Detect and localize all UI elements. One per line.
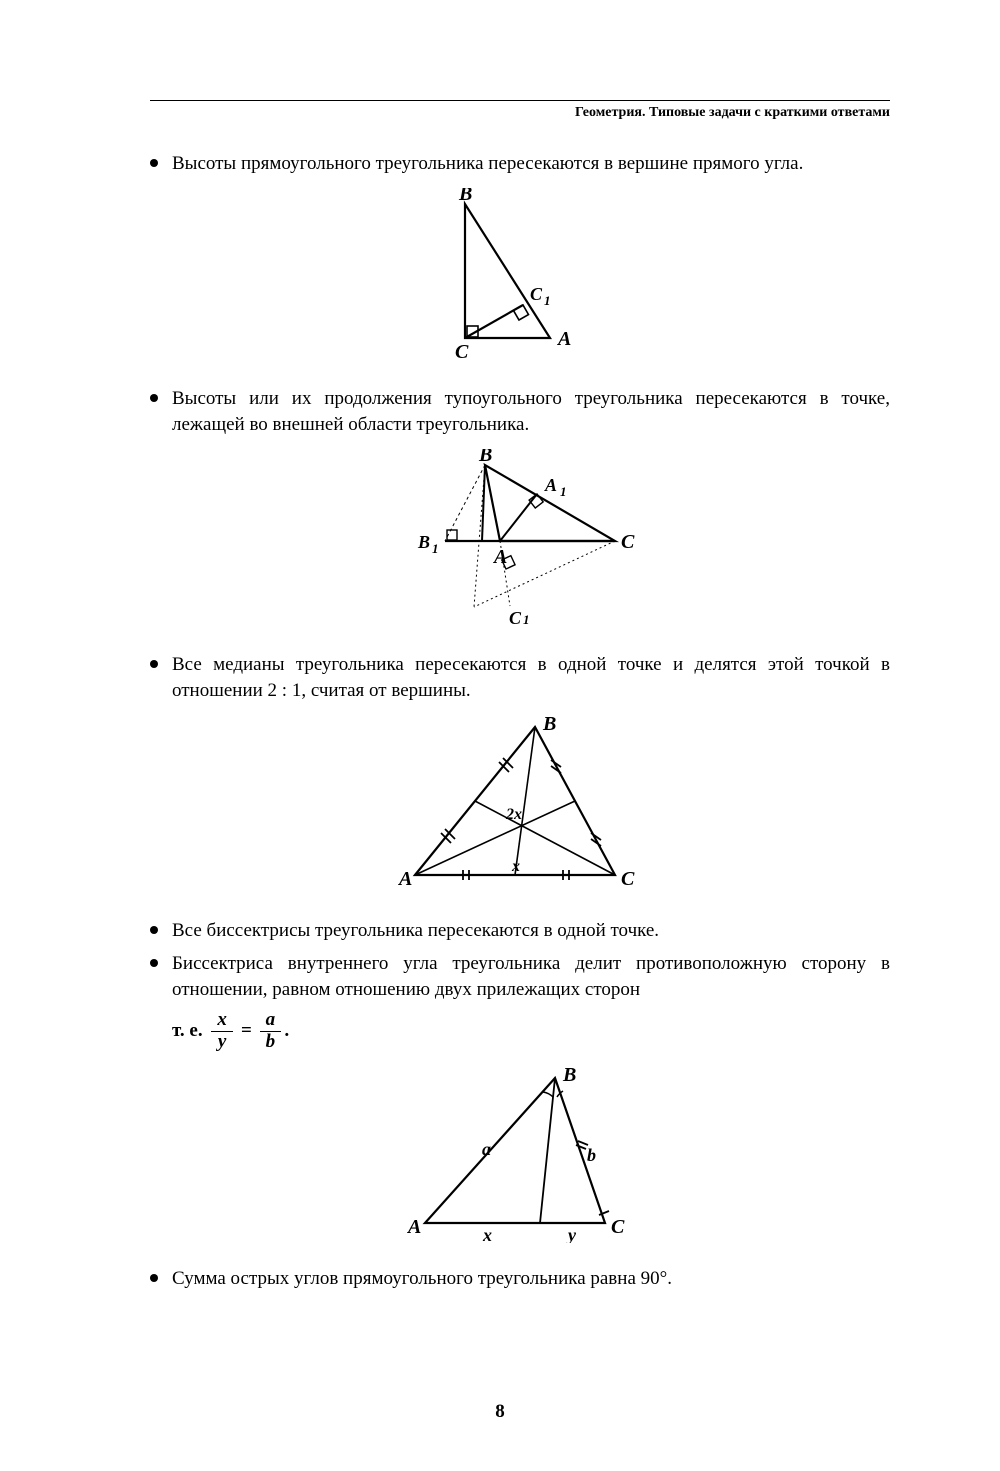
svg-text:C: C [621, 531, 635, 553]
svg-text:B: B [542, 715, 556, 735]
frac-num: x [211, 1010, 233, 1032]
diagram-4: A B C a b x y [150, 1063, 890, 1248]
ratio-formula: xy = ab . [207, 1010, 290, 1053]
formula-prefix: т. е. [172, 1020, 203, 1041]
frac-den: b [260, 1032, 282, 1053]
frac-num: a [260, 1010, 282, 1032]
bullet-6: Сумма острых углов прямоугольного треуго… [150, 1266, 890, 1293]
svg-text:A: A [406, 1216, 421, 1238]
bullet-marker [150, 959, 158, 967]
svg-text:2x: 2x [505, 806, 522, 823]
bullet-text: Сумма острых углов прямоугольного треуго… [172, 1266, 890, 1293]
page-number: 8 [0, 1401, 1000, 1423]
bullet-text: Биссектриса внутреннего угла треугольник… [172, 951, 890, 1004]
diagram-1: B C A C1 [150, 188, 890, 368]
bullet-marker [150, 660, 158, 668]
svg-text:B: B [417, 532, 430, 552]
page-container: Геометрия. Типовые задачи с краткими отв… [0, 0, 1000, 1471]
bullet-marker [150, 926, 158, 934]
svg-text:a: a [482, 1139, 491, 1159]
svg-text:x: x [511, 858, 520, 875]
svg-text:C: C [621, 868, 635, 890]
bullet-4: Все биссектрисы треугольника пересекаютс… [150, 918, 890, 945]
diagram-3: A B C 2x x [150, 715, 890, 900]
bullet-2: Высоты или их продолжения тупоугольного … [150, 386, 890, 439]
bullet-text: Высоты или их продолжения тупоугольного … [172, 386, 890, 439]
svg-text:1: 1 [560, 484, 567, 499]
bullet-marker [150, 159, 158, 167]
bullet-marker [150, 1274, 158, 1282]
svg-text:C: C [530, 284, 543, 304]
bullet-1: Высоты прямоугольного треугольника перес… [150, 151, 890, 178]
svg-text:x: x [482, 1225, 492, 1243]
svg-text:1: 1 [432, 541, 439, 556]
svg-text:y: y [566, 1225, 577, 1243]
diagram-2: B A1 B1 C A C1 [150, 449, 890, 634]
bullet-text: Высоты прямоугольного треугольника перес… [172, 151, 890, 178]
header-rule [150, 100, 890, 101]
bullet-marker [150, 394, 158, 402]
svg-text:A: A [556, 328, 571, 350]
svg-text:A: A [492, 546, 507, 568]
svg-text:A: A [397, 868, 412, 890]
svg-text:1: 1 [544, 293, 551, 308]
svg-text:C: C [611, 1216, 625, 1238]
bullet-text: Все медианы треугольника пересекаются в … [172, 652, 890, 705]
svg-text:A: A [544, 475, 557, 495]
running-header: Геометрия. Типовые задачи с краткими отв… [150, 105, 890, 121]
formula-line: т. е. xy = ab . [172, 1010, 890, 1053]
svg-text:b: b [587, 1145, 596, 1165]
svg-text:1: 1 [523, 612, 530, 627]
svg-text:B: B [562, 1064, 576, 1086]
svg-text:B: B [478, 449, 492, 466]
svg-text:B: B [458, 188, 472, 205]
bullet-text: Все биссектрисы треугольника пересекаютс… [172, 918, 890, 945]
bullet-3: Все медианы треугольника пересекаются в … [150, 652, 890, 705]
svg-text:C: C [509, 608, 522, 628]
frac-den: y [212, 1032, 232, 1053]
svg-text:C: C [455, 341, 469, 363]
bullet-5: Биссектриса внутреннего угла треугольник… [150, 951, 890, 1004]
